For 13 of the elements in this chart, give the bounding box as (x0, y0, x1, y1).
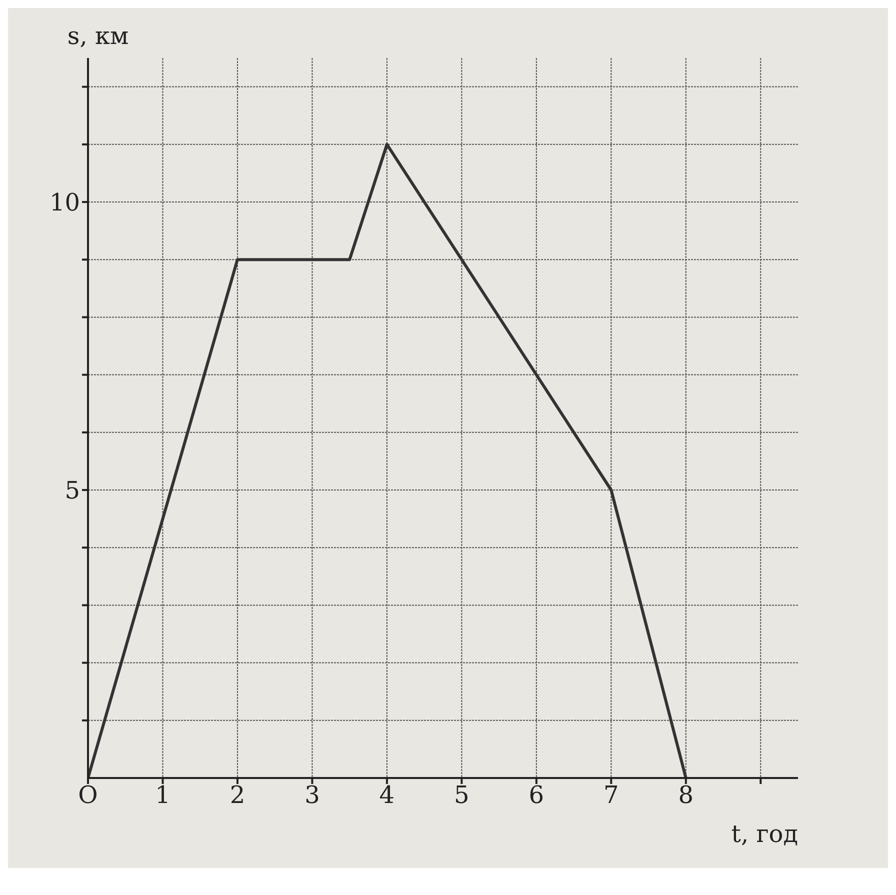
x-tick-label: 1 (155, 781, 170, 810)
line-series (88, 142, 688, 778)
x-tick-label: 8 (678, 781, 694, 810)
y-tick-label: 10 (49, 188, 80, 217)
x-tick-label: 2 (230, 781, 246, 810)
x-axis-title: t, год (731, 820, 798, 848)
y-axis-title: s, км (67, 22, 129, 50)
x-tick-label: 7 (604, 781, 619, 810)
x-tick-label: 4 (379, 781, 395, 810)
x-tick-label: 6 (528, 781, 544, 810)
x-tick-label: 5 (454, 781, 470, 810)
x-tick-label: O (78, 781, 98, 810)
x-tick-label: 3 (304, 781, 320, 810)
